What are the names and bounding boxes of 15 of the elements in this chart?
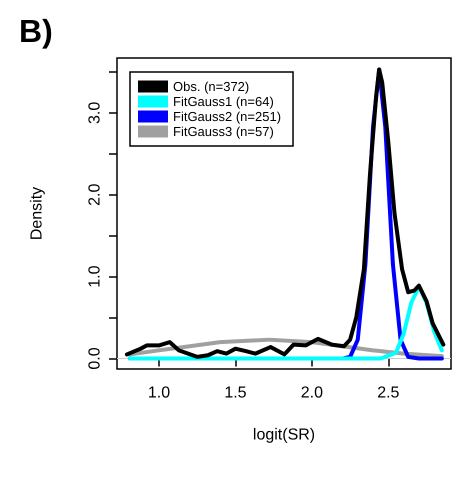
y-axis-title: Density <box>28 186 46 240</box>
legend-label: FitGauss1 (n=64) <box>173 94 274 109</box>
y-tick-label: 2.0 <box>86 184 104 206</box>
y-tick-label: 3.0 <box>86 102 104 124</box>
x-tick-label: 1.0 <box>148 384 170 402</box>
x-tick-label: 2.0 <box>300 384 324 402</box>
x-tick-label: 1.5 <box>224 384 247 402</box>
legend-label: Obs. (n=372) <box>173 79 250 94</box>
y-tick-label: 1.0 <box>86 265 104 288</box>
legend-label: FitGauss3 (n=57) <box>173 124 274 139</box>
legend-label: FitGauss2 (n=251) <box>173 109 282 124</box>
x-tick-label: 2.5 <box>377 384 400 402</box>
y-tick-label: 0.0 <box>86 347 104 370</box>
x-axis-title: logit(SR) <box>252 426 316 444</box>
chart-title: B) <box>19 13 53 49</box>
